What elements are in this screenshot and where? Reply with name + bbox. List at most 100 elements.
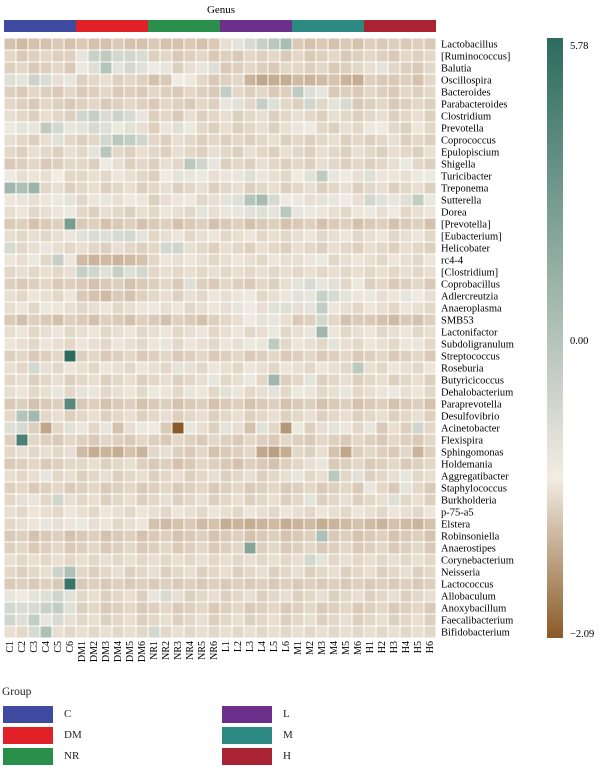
heatmap-cell [315,157,329,171]
heatmap-cell [327,229,341,243]
heatmap-cell [267,301,281,315]
heatmap-cell [159,625,173,639]
heatmap-cell [375,61,389,75]
heatmap-cell [255,325,269,339]
heatmap-cell [123,301,137,315]
heatmap-cell [99,109,113,123]
heatmap-cell [147,73,161,87]
heatmap-cell [147,373,161,387]
heatmap-cell [279,85,293,99]
heatmap-cell [231,433,245,447]
heatmap-cell [63,625,77,639]
heatmap-cell [75,301,89,315]
heatmap-cell [15,613,29,627]
heatmap-cell [243,553,257,567]
heatmap-cell [39,481,53,495]
heatmap-cell [231,217,245,231]
heatmap-cell [363,241,377,255]
heatmap-cell [123,469,137,483]
heatmap-cell [15,121,29,135]
heatmap-cell [279,265,293,279]
heatmap-cell [27,517,41,531]
heatmap-cell [159,601,173,615]
heatmap-cell [243,565,257,579]
heatmap-cell [3,517,17,531]
heatmap-cell [231,397,245,411]
heatmap-cell [207,517,221,531]
heatmap-cell [15,373,29,387]
heatmap-cell [411,121,425,135]
heatmap-cell [363,73,377,87]
heatmap-cell [123,505,137,519]
heatmap-cell [99,565,113,579]
heatmap-cell [363,301,377,315]
heatmap-cell [387,229,401,243]
heatmap-cell [291,361,305,375]
heatmap-cell [159,301,173,315]
heatmap-cell [15,565,29,579]
heatmap-cell [51,493,65,507]
heatmap-cell [111,241,125,255]
heatmap-cell [231,61,245,75]
heatmap-cell [207,409,221,423]
heatmap-cell [279,625,293,639]
heatmap-cell [363,565,377,579]
heatmap-cell [255,337,269,351]
heatmap-cell [423,229,437,243]
heatmap-cell [147,481,161,495]
heatmap-cell [147,97,161,111]
heatmap-cell [75,121,89,135]
heatmap-cell [339,73,353,87]
heatmap-figure: Genus Lactobacillus[Ruminococcus]Balutia… [3,4,594,662]
heatmap-cell [267,121,281,135]
heatmap-cell [135,397,149,411]
column-label: H2 [377,641,388,653]
heatmap-cell [375,493,389,507]
heatmap-cell [99,457,113,471]
heatmap-cell [327,529,341,543]
heatmap-cell [363,253,377,267]
heatmap-cell [303,553,317,567]
heatmap-cell [135,565,149,579]
legend-item: L [222,703,290,725]
heatmap-cell [255,181,269,195]
heatmap-cell [315,37,329,51]
heatmap-cell [267,217,281,231]
heatmap-cell [111,145,125,159]
heatmap-cell [399,181,413,195]
heatmap-cell [219,589,233,603]
heatmap-cell [159,613,173,627]
heatmap-cell [267,61,281,75]
heatmap-cell [87,181,101,195]
row-label: Subdoligranulum [441,340,514,351]
heatmap-cell [327,553,341,567]
heatmap-cell [183,529,197,543]
heatmap-cell [291,325,305,339]
heatmap-cell [267,529,281,543]
heatmap-cell [411,373,425,387]
heatmap-cell [207,433,221,447]
heatmap-cell [27,217,41,231]
heatmap-cell [15,433,29,447]
heatmap-cell [3,421,17,435]
heatmap-cell [219,565,233,579]
colorbar-max-label: 5.78 [570,41,588,52]
heatmap-cell [411,589,425,603]
heatmap-cell [351,289,365,303]
heatmap-cell [315,301,329,315]
heatmap-cell [135,73,149,87]
heatmap-cell [387,61,401,75]
heatmap-cell [123,193,137,207]
heatmap-cell [303,433,317,447]
heatmap-cell [123,313,137,327]
heatmap-cell [123,121,137,135]
heatmap-cell [351,217,365,231]
heatmap-cell [279,301,293,315]
heatmap-cell [87,625,101,639]
heatmap-cell [87,481,101,495]
heatmap-cell [3,49,17,63]
heatmap-cell [27,601,41,615]
group-color-bar [4,20,436,32]
heatmap-cell [51,529,65,543]
heatmap-cell [3,229,17,243]
